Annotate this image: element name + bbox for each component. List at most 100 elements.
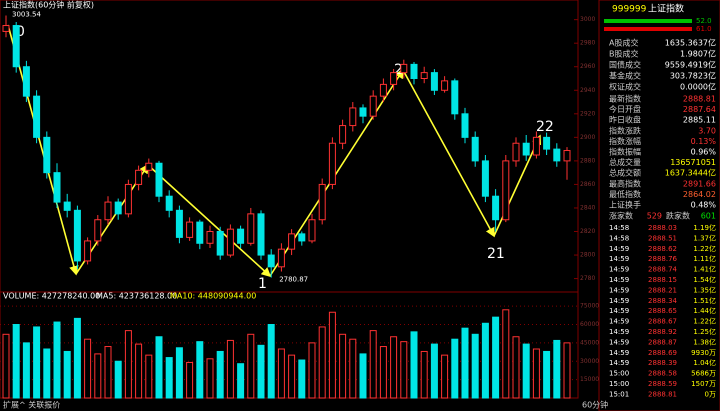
tick-time: 14:59 (609, 328, 629, 336)
side-panel (598, 0, 720, 411)
row-label: 国债成交 (609, 60, 641, 70)
ratio-value: 52.0 (696, 17, 712, 25)
candle-body (288, 233, 296, 250)
volume-bar (33, 326, 41, 399)
candle-body (43, 136, 51, 174)
candle-body (420, 72, 428, 80)
candle-body (369, 95, 377, 117)
row-label: 指数涨幅 (609, 136, 641, 146)
volume-bar (400, 341, 408, 399)
tick-time: 15:00 (609, 370, 629, 378)
tick-time: 14:59 (609, 338, 629, 346)
candle-body (186, 221, 194, 238)
breadth-value: 601 (701, 212, 716, 221)
chart-frame (0, 0, 579, 399)
ma10-label: MA10: 448090944.00 (170, 292, 256, 301)
volume-bar (94, 353, 102, 399)
volume-bar (104, 346, 112, 399)
candle-body (543, 136, 551, 150)
volume-bar (298, 359, 306, 399)
volume-bar (543, 350, 551, 399)
tick-time: 14:58 (609, 234, 629, 242)
candle-body (298, 233, 306, 242)
volume-bar (186, 361, 194, 399)
y-tick-label: 2860 (580, 181, 595, 188)
tick-volume: 5686万 (691, 370, 716, 378)
volume-bar (22, 342, 30, 399)
tick-time: 14:59 (609, 297, 629, 305)
volume-bar (328, 311, 336, 399)
volume-bar (2, 333, 10, 399)
high-label: 3003.54 (12, 10, 41, 18)
footer-tabs[interactable]: 扩展^ 关联报价 (3, 400, 60, 410)
row-label: 指数涨跌 (609, 125, 641, 135)
row-label: 最低指数 (609, 189, 641, 199)
row-value: 0.0000亿 (680, 82, 716, 92)
row-label: 今日开盘 (609, 104, 641, 114)
candle-body (532, 136, 540, 156)
wave-label: 0 (16, 24, 25, 40)
tick-volume: 1.38亿 (693, 337, 716, 346)
candle-body (12, 25, 20, 68)
candle-body (359, 107, 367, 117)
candle-body (196, 221, 204, 244)
tick-volume: 1.25亿 (693, 327, 716, 336)
row-label: 上证换手 (609, 200, 641, 210)
ratio-bar (604, 27, 692, 31)
volume-bar (277, 348, 285, 399)
tick-volume: 1.19亿 (693, 223, 716, 232)
volume-bar (410, 331, 418, 399)
tick-price: 2888.65 (648, 307, 677, 315)
row-value: 1635.3637亿 (665, 38, 716, 48)
candle-body (247, 213, 255, 244)
volume-title: VOLUME: 427278240.00 (3, 292, 100, 301)
tick-volume: 1507万 (691, 380, 716, 388)
row-label: 权证成交 (609, 82, 641, 92)
candle-body (175, 209, 183, 238)
volume-bar (124, 330, 132, 399)
row-label: B股成交 (609, 49, 639, 59)
tick-price: 2888.34 (648, 297, 677, 305)
volume-bar (359, 353, 367, 399)
volume-bar (155, 336, 163, 399)
candle-body (308, 219, 316, 242)
row-label: 总成交量 (609, 157, 641, 167)
tick-volume: 1.04亿 (693, 358, 716, 367)
tick-time: 14:59 (609, 245, 629, 253)
candle-body (22, 66, 30, 97)
volume-bar (451, 338, 459, 399)
volume-bar (206, 358, 214, 399)
tick-time: 15:01 (609, 390, 629, 398)
row-label: 基金成交 (609, 71, 641, 81)
ratio-bar (604, 19, 692, 23)
volume-bar (53, 321, 61, 399)
candle-body (84, 240, 92, 262)
y-tick-label: 2780 (580, 275, 595, 282)
candle-body (451, 80, 459, 115)
tick-price: 2888.58 (648, 370, 677, 378)
tick-price: 2888.81 (648, 390, 677, 398)
tick-price: 2888.74 (648, 266, 677, 274)
volume-bar (267, 324, 275, 399)
low-label: 2780.87 (279, 276, 308, 284)
row-value: 2887.64 (683, 105, 716, 114)
tick-price: 2888.59 (648, 380, 677, 388)
candle-body (206, 231, 214, 244)
tick-time: 15:00 (609, 380, 629, 388)
volume-bar (420, 350, 428, 399)
tick-price: 2888.21 (648, 286, 677, 294)
y-tick-label: 2980 (580, 40, 595, 47)
tick-price: 2888.62 (648, 245, 677, 253)
tick-time: 14:59 (609, 349, 629, 357)
volume-bar (12, 324, 20, 399)
wave-label: 2 (394, 62, 403, 78)
breadth-label: 跌家数 (666, 211, 690, 221)
y-tick-label: 3000 (580, 16, 595, 23)
row-value: 2891.66 (683, 179, 716, 188)
candle-body (145, 162, 153, 171)
candle-body (216, 231, 224, 256)
candle-body (553, 148, 561, 162)
period[interactable]: 60分钟 (582, 400, 608, 410)
volume-bar (481, 322, 489, 399)
